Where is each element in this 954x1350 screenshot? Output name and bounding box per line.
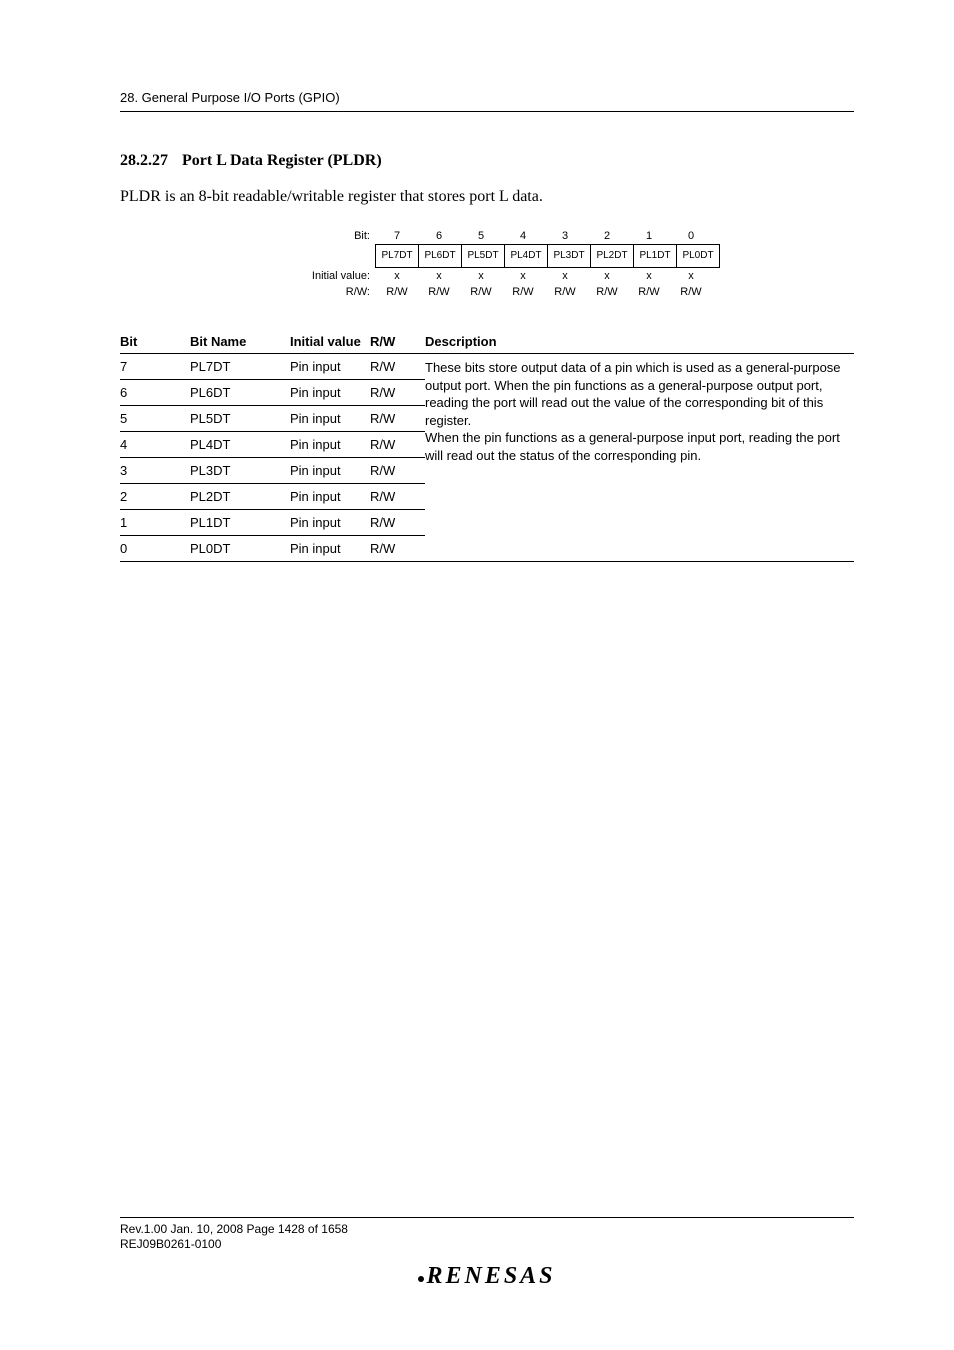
register-initial-value: x xyxy=(586,268,628,284)
register-bitname: PL2DT xyxy=(590,244,634,268)
cell-rw: R/W xyxy=(370,510,425,536)
cell-rw: R/W xyxy=(370,484,425,510)
register-bitnum: 1 xyxy=(628,228,670,244)
register-bitnum: 2 xyxy=(586,228,628,244)
register-rw-value: R/W xyxy=(544,284,586,300)
register-bitname: PL1DT xyxy=(633,244,677,268)
register-initial-label: Initial value: xyxy=(300,270,376,282)
cell-bit: 6 xyxy=(120,380,190,406)
cell-val: Pin input xyxy=(290,432,370,458)
cell-bit: 2 xyxy=(120,484,190,510)
cell-name: PL4DT xyxy=(190,432,290,458)
footer-line-1: Rev.1.00 Jan. 10, 2008 Page 1428 of 1658 xyxy=(120,1222,854,1238)
cell-rw: R/W xyxy=(370,380,425,406)
cell-val: Pin input xyxy=(290,458,370,484)
register-bitname: PL0DT xyxy=(676,244,720,268)
cell-rw: R/W xyxy=(370,354,425,380)
cell-rw: R/W xyxy=(370,458,425,484)
register-bitname: PL6DT xyxy=(418,244,462,268)
table-header-row: Bit Bit Name Initial value R/W Descripti… xyxy=(120,330,854,354)
cell-name: PL3DT xyxy=(190,458,290,484)
cell-bit: 5 xyxy=(120,406,190,432)
register-initial-value: x xyxy=(460,268,502,284)
cell-val: Pin input xyxy=(290,484,370,510)
register-initial-value: x xyxy=(544,268,586,284)
cell-bit: 1 xyxy=(120,510,190,536)
register-bitnum: 5 xyxy=(460,228,502,244)
footer-line-2: REJ09B0261-0100 xyxy=(120,1237,854,1253)
register-rw-value: R/W xyxy=(628,284,670,300)
section-title: Port L Data Register (PLDR) xyxy=(182,152,382,169)
register-initial-value: x xyxy=(376,268,418,284)
register-bitname: PL5DT xyxy=(461,244,505,268)
section-heading: 28.2.27 Port L Data Register (PLDR) xyxy=(120,152,854,170)
register-bit-numbers-row: Bit: 7 6 5 4 3 2 1 0 xyxy=(300,228,854,244)
register-rw-value: R/W xyxy=(586,284,628,300)
cell-name: PL5DT xyxy=(190,406,290,432)
footer-rule xyxy=(120,1217,854,1218)
th-rw: R/W xyxy=(370,330,425,354)
cell-description: These bits store output data of a pin wh… xyxy=(425,354,854,562)
page-footer: Rev.1.00 Jan. 10, 2008 Page 1428 of 1658… xyxy=(120,1217,854,1290)
register-rw-value: R/W xyxy=(670,284,712,300)
renesas-dot-icon xyxy=(418,1276,424,1282)
register-initial-value: x xyxy=(670,268,712,284)
register-rw-label: R/W: xyxy=(300,286,376,298)
register-diagram: Bit: 7 6 5 4 3 2 1 0 PL7DT PL6DT PL5DT P… xyxy=(300,228,854,300)
bit-description-table: Bit Bit Name Initial value R/W Descripti… xyxy=(120,330,854,562)
register-bitnum: 0 xyxy=(670,228,712,244)
cell-bit: 4 xyxy=(120,432,190,458)
register-initial-row: Initial value: x x x x x x x x xyxy=(300,268,854,284)
cell-name: PL2DT xyxy=(190,484,290,510)
th-bit-name: Bit Name xyxy=(190,330,290,354)
cell-name: PL7DT xyxy=(190,354,290,380)
register-bit-label: Bit: xyxy=(300,230,376,242)
register-rw-row: R/W: R/W R/W R/W R/W R/W R/W R/W R/W xyxy=(300,284,854,300)
cell-bit: 3 xyxy=(120,458,190,484)
th-initial: Initial value xyxy=(290,330,370,354)
brand-text: RENESAS xyxy=(426,1263,555,1289)
cell-val: Pin input xyxy=(290,380,370,406)
register-bitnum: 6 xyxy=(418,228,460,244)
cell-val: Pin input xyxy=(290,354,370,380)
register-rw-value: R/W xyxy=(376,284,418,300)
cell-rw: R/W xyxy=(370,536,425,562)
register-rw-value: R/W xyxy=(502,284,544,300)
cell-rw: R/W xyxy=(370,432,425,458)
register-initial-value: x xyxy=(502,268,544,284)
cell-name: PL6DT xyxy=(190,380,290,406)
section-number: 28.2.27 xyxy=(120,152,168,169)
register-rw-value: R/W xyxy=(418,284,460,300)
th-desc: Description xyxy=(425,330,854,354)
header-rule xyxy=(120,111,854,112)
register-rw-value: R/W xyxy=(460,284,502,300)
register-bitnum: 4 xyxy=(502,228,544,244)
chapter-header: 28. General Purpose I/O Ports (GPIO) xyxy=(120,90,854,105)
cell-bit: 0 xyxy=(120,536,190,562)
brand-logo: RENESAS xyxy=(120,1263,854,1290)
cell-val: Pin input xyxy=(290,510,370,536)
table-row: 7 PL7DT Pin input R/W These bits store o… xyxy=(120,354,854,380)
cell-name: PL1DT xyxy=(190,510,290,536)
register-bitname: PL3DT xyxy=(547,244,591,268)
cell-name: PL0DT xyxy=(190,536,290,562)
register-bitnum: 7 xyxy=(376,228,418,244)
cell-val: Pin input xyxy=(290,536,370,562)
register-initial-value: x xyxy=(418,268,460,284)
intro-paragraph: PLDR is an 8-bit readable/writable regis… xyxy=(120,188,854,206)
register-bitname: PL7DT xyxy=(375,244,419,268)
register-bitnum: 3 xyxy=(544,228,586,244)
cell-bit: 7 xyxy=(120,354,190,380)
cell-rw: R/W xyxy=(370,406,425,432)
cell-val: Pin input xyxy=(290,406,370,432)
register-initial-value: x xyxy=(628,268,670,284)
th-bit: Bit xyxy=(120,330,190,354)
register-bit-names-row: PL7DT PL6DT PL5DT PL4DT PL3DT PL2DT PL1D… xyxy=(300,244,854,268)
register-bitname: PL4DT xyxy=(504,244,548,268)
page: 28. General Purpose I/O Ports (GPIO) 28.… xyxy=(0,0,954,1350)
